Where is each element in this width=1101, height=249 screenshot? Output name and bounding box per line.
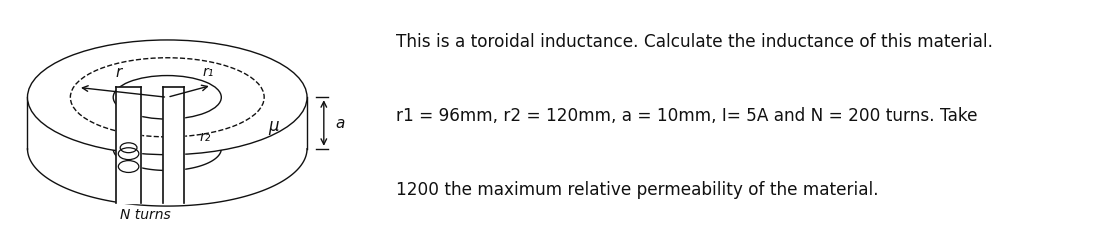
Ellipse shape	[28, 40, 307, 155]
Text: r1 = 96mm, r2 = 120mm, a = 10mm, I= 5A and N = 200 turns. Take: r1 = 96mm, r2 = 120mm, a = 10mm, I= 5A a…	[396, 107, 978, 125]
Text: a: a	[335, 116, 345, 130]
Text: r: r	[116, 64, 122, 79]
Text: μ: μ	[268, 117, 279, 135]
Text: N turns: N turns	[120, 208, 171, 222]
Text: r₁: r₁	[203, 65, 214, 79]
Text: 1200 the maximum relative permeability of the material.: 1200 the maximum relative permeability o…	[396, 181, 879, 199]
Text: This is a toroidal inductance. Calculate the inductance of this material.: This is a toroidal inductance. Calculate…	[396, 33, 993, 51]
Text: r₂: r₂	[199, 130, 211, 144]
Ellipse shape	[113, 75, 221, 119]
